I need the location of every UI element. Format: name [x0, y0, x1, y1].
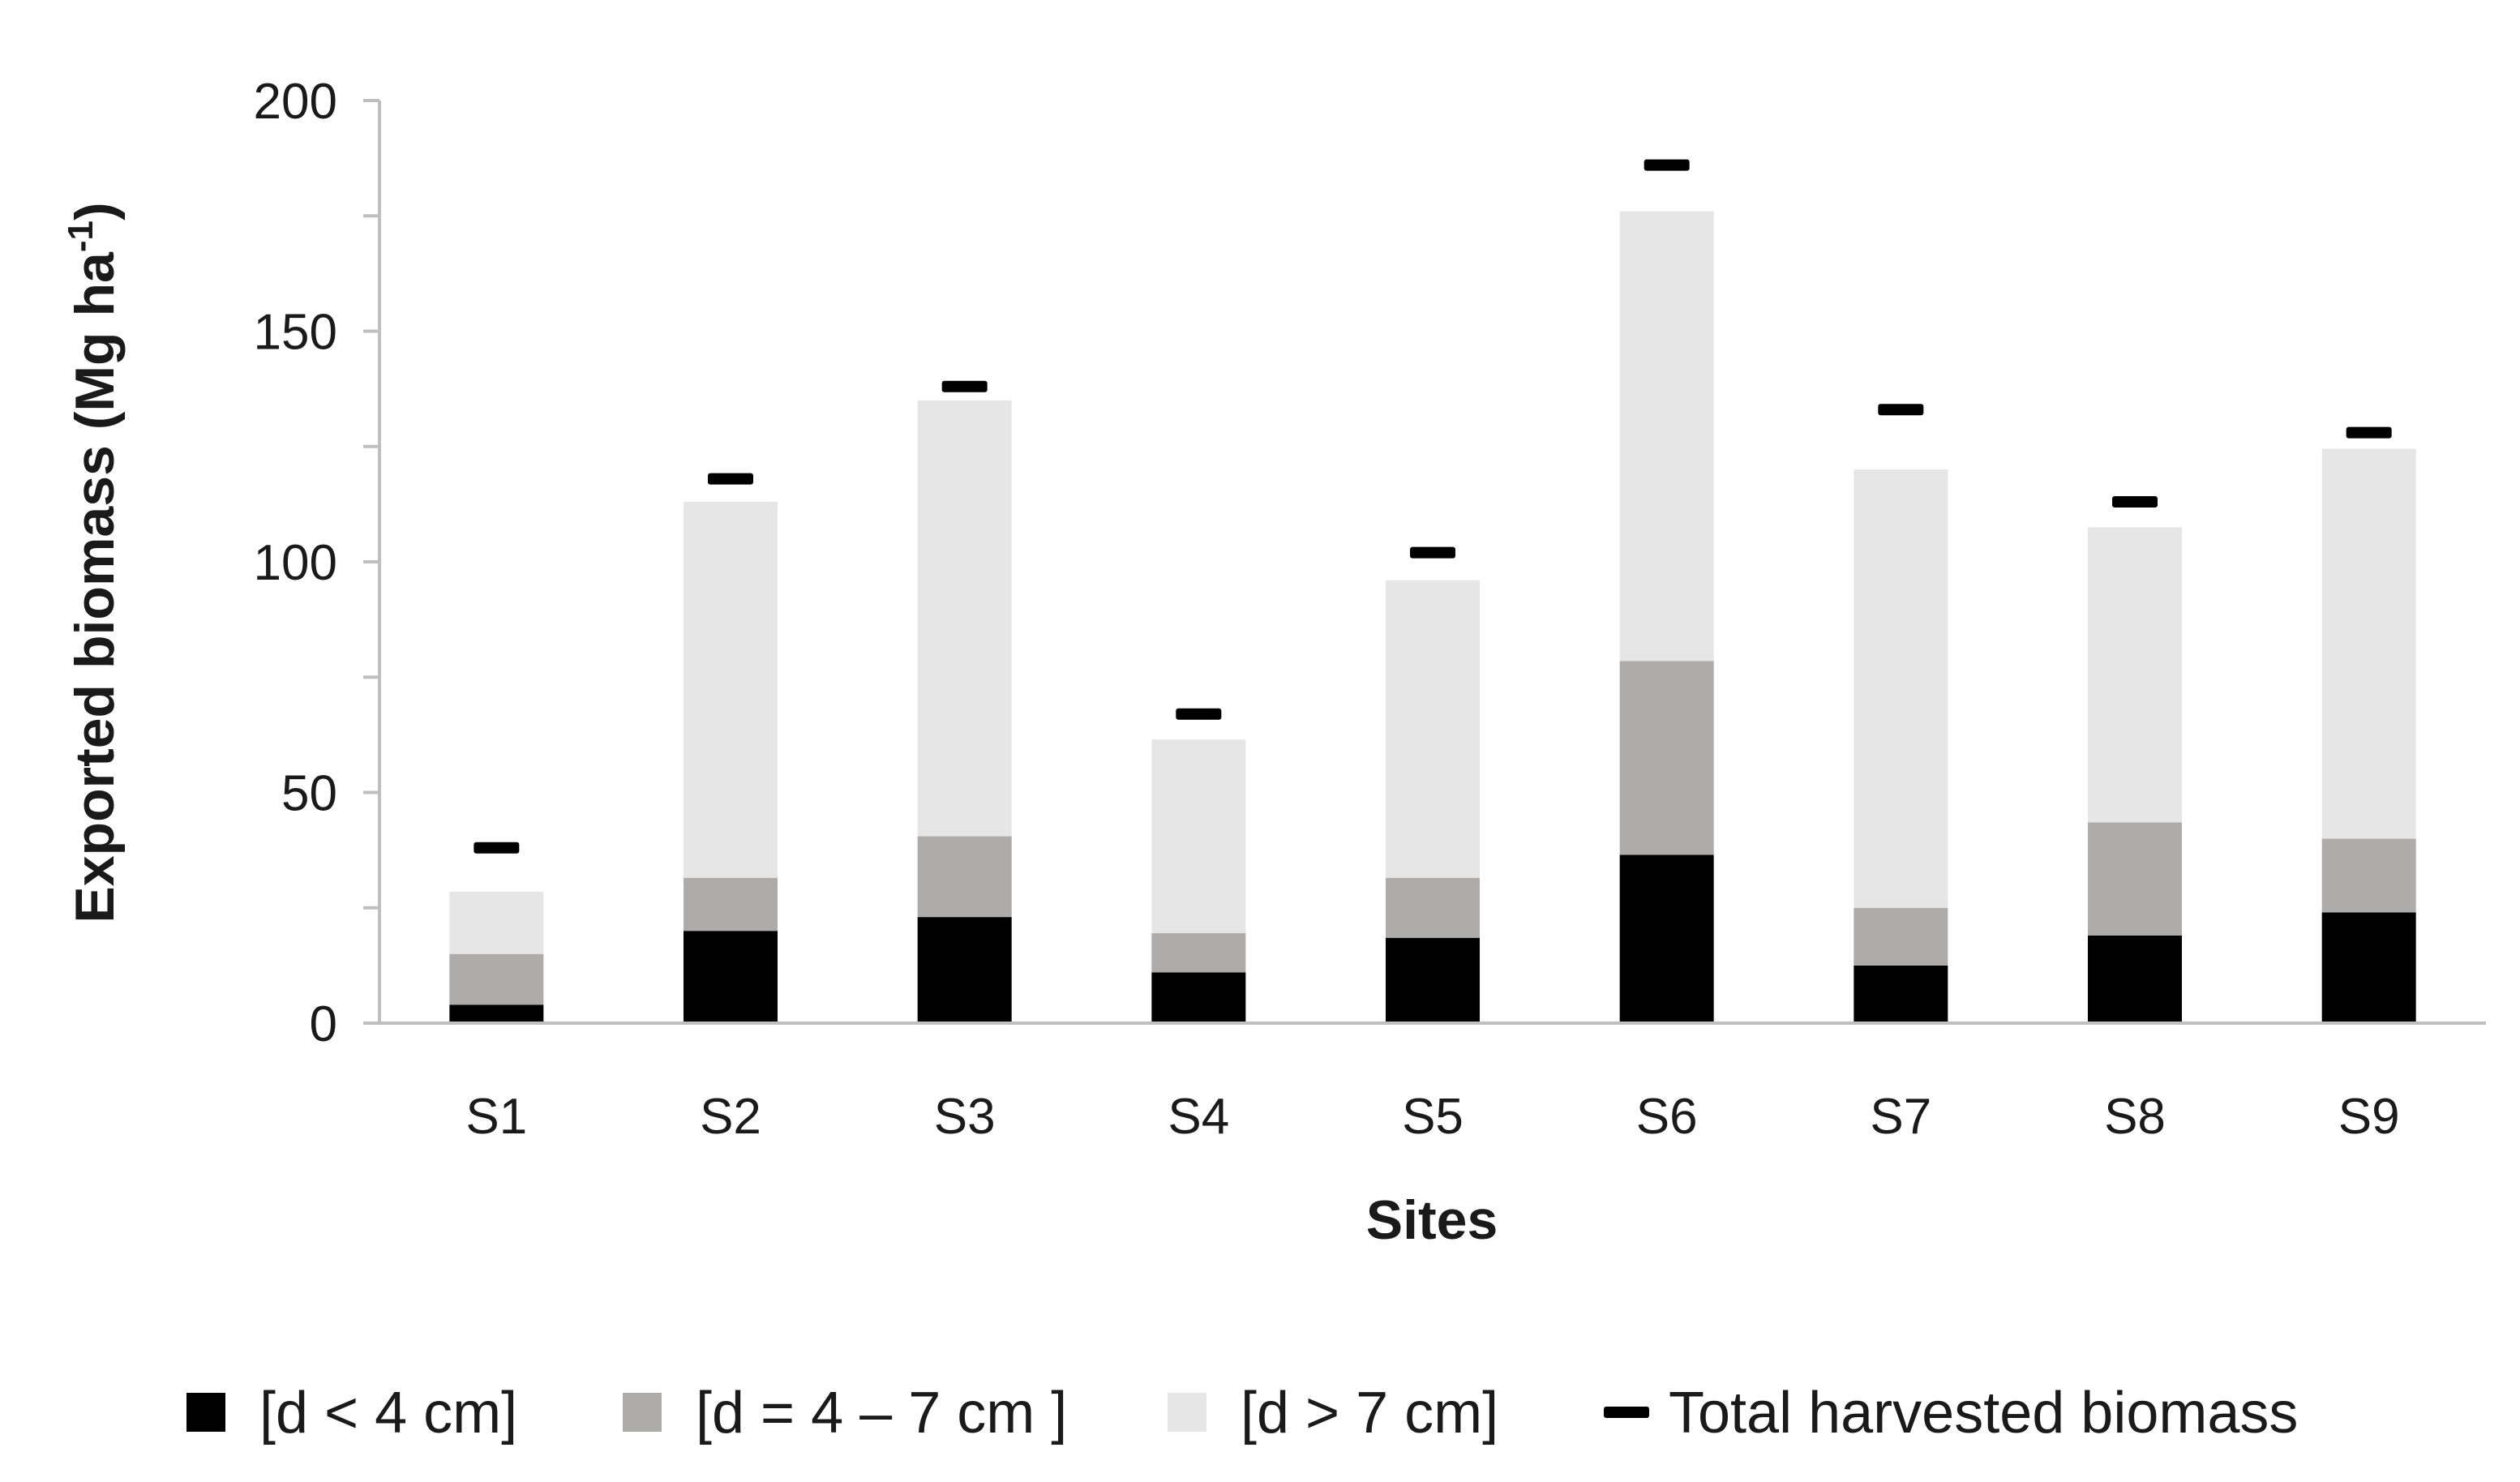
bar-segment-3 [2088, 527, 2182, 823]
bar-segment-2 [449, 953, 544, 1005]
legend-label: Total harvested biomass [1669, 1381, 2298, 1446]
bar-segment-2 [1619, 661, 1714, 855]
legend-item-1: [d < 4 cm] [186, 1381, 517, 1446]
legend-swatch [1168, 1393, 1206, 1432]
bar-segment-1 [684, 931, 778, 1023]
bar-segment-1 [2321, 912, 2416, 1023]
total-marker [1644, 159, 1690, 171]
legend-swatch [1604, 1407, 1649, 1418]
bar-segment-3 [684, 502, 778, 878]
bar-segment-1 [2088, 935, 2182, 1023]
bar-segment-3 [917, 400, 1012, 837]
x-tick-label: S6 [1636, 1089, 1698, 1145]
bar-segment-1 [1854, 965, 1948, 1023]
legend-item-4: Total harvested biomass [1604, 1381, 2298, 1446]
x-axis: S1 S2 S3 S4 S5 S6 S7 S8 S9 [379, 1022, 2486, 1145]
bar-segment-3 [449, 891, 544, 954]
bar-segment-3 [1854, 469, 1948, 908]
total-markers [474, 159, 2392, 854]
bar-stack-s2 [684, 502, 778, 1023]
y-tick-label: 200 [254, 74, 337, 130]
bar-segment-3 [1386, 580, 1480, 878]
bar-stack-s4 [1151, 739, 1246, 1023]
legend-label: [d < 4 cm] [259, 1381, 517, 1446]
legend-item-3: [d > 7 cm] [1168, 1381, 1498, 1446]
x-tick-label: S8 [2104, 1089, 2166, 1145]
bar-segment-3 [1619, 211, 1714, 662]
total-marker [474, 842, 520, 854]
y-tick-label: 50 [281, 766, 337, 822]
legend-swatch [623, 1393, 662, 1432]
x-axis-title: Sites [1366, 1189, 1498, 1251]
y-tick-label: 0 [310, 996, 337, 1052]
legend-item-2: [d = 4 – 7 cm ] [623, 1381, 1067, 1446]
bar-segment-2 [684, 877, 778, 932]
bar-segment-1 [917, 917, 1012, 1023]
bar-stack-s8 [2088, 527, 2182, 1023]
bar-stack-s6 [1619, 211, 1714, 1023]
total-marker [1176, 708, 1222, 720]
bar-segment-2 [2321, 838, 2416, 913]
x-tick-label: S2 [700, 1089, 761, 1145]
bar-stack-s9 [2321, 448, 2416, 1023]
x-tick-label: S1 [465, 1089, 527, 1145]
y-tick-label: 100 [254, 535, 337, 591]
total-marker [1410, 546, 1455, 559]
total-marker [1878, 404, 1924, 416]
legend-label: [d = 4 – 7 cm ] [696, 1381, 1067, 1446]
y-tick-label: 150 [254, 305, 337, 361]
bar-segment-2 [2088, 822, 2182, 936]
x-tick-label: S9 [2338, 1089, 2400, 1145]
legend-swatch [186, 1393, 225, 1432]
total-marker [2346, 426, 2392, 439]
x-tick-label: S3 [934, 1089, 996, 1145]
total-marker [941, 380, 988, 392]
total-marker [2112, 496, 2158, 508]
total-marker [708, 473, 753, 485]
bar-segment-2 [917, 836, 1012, 918]
bar-segment-1 [1619, 855, 1714, 1023]
bar-segment-3 [1151, 739, 1246, 934]
bar-segment-1 [449, 1004, 544, 1023]
bar-stack-s3 [917, 400, 1012, 1023]
x-tick-label: S4 [1168, 1089, 1229, 1145]
x-tick-label: S7 [1870, 1089, 1931, 1145]
y-axis-title: Exported biomass (Mg ha-1) [61, 202, 126, 923]
bars [449, 211, 2416, 1023]
bar-segment-2 [1854, 907, 1948, 966]
bar-segment-2 [1386, 877, 1480, 938]
bar-stack-s7 [1854, 469, 1948, 1023]
bar-segment-3 [2321, 448, 2416, 839]
bar-segment-1 [1151, 972, 1246, 1023]
bar-segment-2 [1151, 933, 1246, 973]
y-axis: 0 50 100 150 200 [254, 74, 381, 1052]
bar-segment-1 [1386, 937, 1480, 1023]
bar-stack-s1 [449, 891, 544, 1023]
legend-label: [d > 7 cm] [1241, 1381, 1498, 1446]
legend: [d < 4 cm] [d = 4 – 7 cm ] [d > 7 cm] Total… [186, 1381, 2298, 1446]
x-tick-label: S5 [1402, 1089, 1464, 1145]
bar-stack-s5 [1386, 580, 1480, 1023]
